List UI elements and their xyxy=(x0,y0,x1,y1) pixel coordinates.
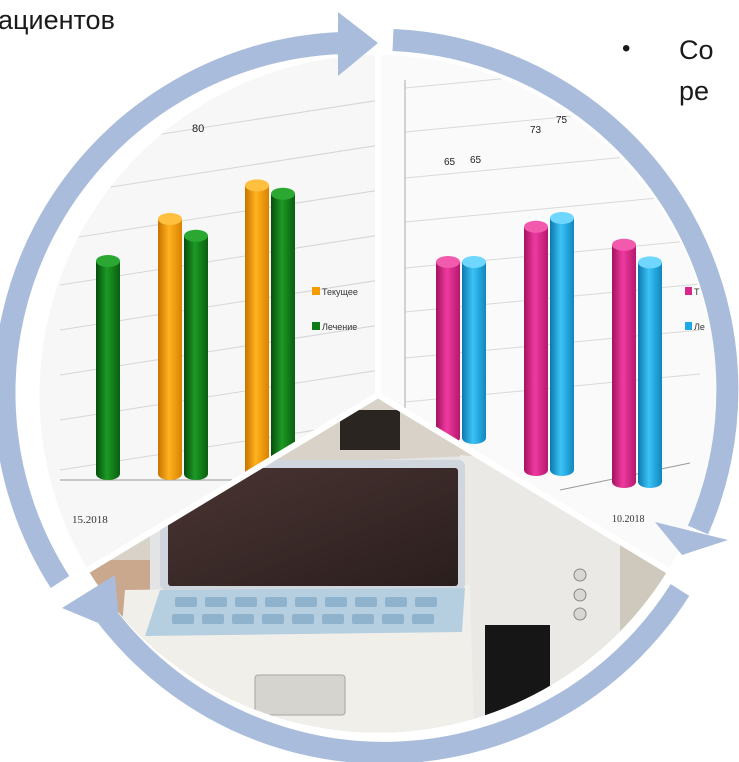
slide-text-right-line1: Со xyxy=(679,33,714,67)
legend-swatch-cyan xyxy=(685,322,692,330)
device-button-3 xyxy=(574,608,586,620)
left-chart-bar xyxy=(245,179,269,480)
legend-swatch-green xyxy=(312,322,320,330)
device-keypad xyxy=(145,588,465,636)
device-printer-slot xyxy=(255,675,345,715)
right-chart-bar xyxy=(638,256,662,488)
device-button-2 xyxy=(574,589,586,601)
right-chart-x-tick: 10.2018 xyxy=(612,514,645,525)
right-chart-data-label-4: 75 xyxy=(556,115,568,126)
arrowhead-left-icon xyxy=(62,575,120,632)
slide-text-right-line2: ре xyxy=(679,74,709,108)
legend-label-right-1: Т xyxy=(694,287,700,297)
legend-swatch-magenta xyxy=(685,287,692,295)
device-button-1 xyxy=(574,569,586,581)
legend-label-current: Текущее xyxy=(322,287,358,297)
left-chart-bar xyxy=(271,188,295,480)
left-chart-x-tick: 15.2018 xyxy=(72,514,108,526)
legend-swatch-orange xyxy=(312,287,320,295)
right-chart-bar xyxy=(612,239,636,488)
left-chart-bar xyxy=(96,255,120,480)
legend-label-treatment: Лечение xyxy=(322,322,357,332)
left-chart-data-label-80: 80 xyxy=(192,123,204,135)
right-chart-bar xyxy=(550,212,574,476)
right-chart-bar xyxy=(524,221,548,476)
right-chart-data-label-2: 65 xyxy=(470,155,482,166)
left-chart-bar xyxy=(184,230,208,480)
right-chart-data-label-1: 65 xyxy=(444,157,456,168)
right-chart-bar xyxy=(462,256,486,444)
legend-label-right-2: Ле xyxy=(694,322,705,332)
slide-text-top-left: ациентов xyxy=(0,3,115,37)
left-chart-bar xyxy=(158,213,182,480)
right-chart-bar xyxy=(436,256,460,444)
right-chart-data-label-3: 73 xyxy=(530,125,542,136)
bullet-icon: • xyxy=(622,35,630,63)
